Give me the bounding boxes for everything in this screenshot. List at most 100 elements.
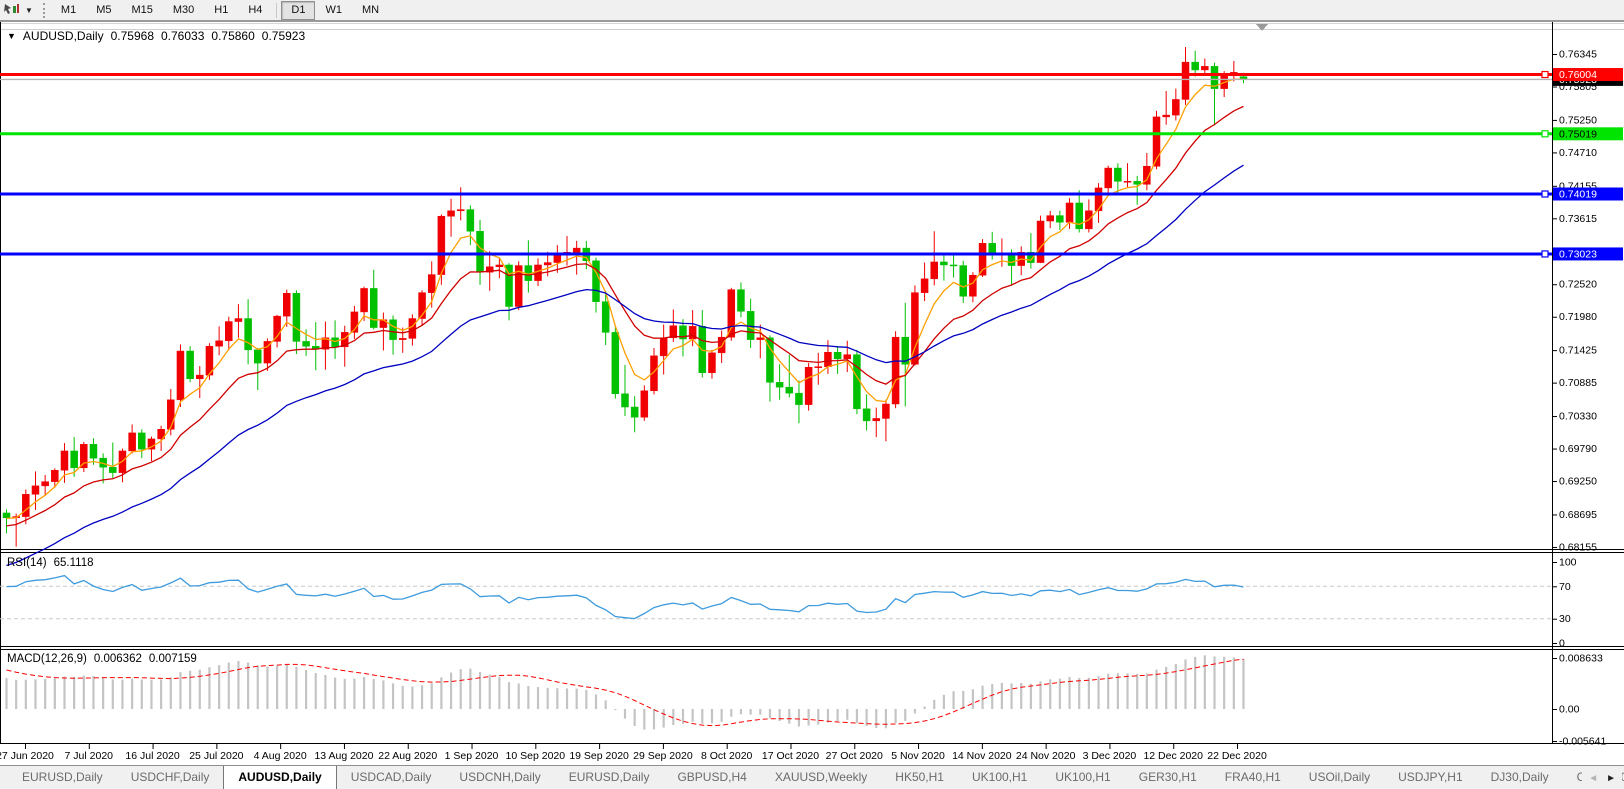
macd-panel[interactable]: 0.008633 0.00 -0.005641 bbox=[5, 653, 1607, 748]
candle bbox=[292, 290, 301, 355]
candle bbox=[756, 324, 765, 359]
chart-tab-audusd-daily[interactable]: AUDUSD,Daily bbox=[223, 766, 337, 789]
chart-tab-uk100-h1[interactable]: UK100,H1 bbox=[971, 770, 1028, 784]
svg-text:0.73615: 0.73615 bbox=[1559, 213, 1597, 225]
candle bbox=[1123, 163, 1132, 188]
macd-indicator-label: MACD(12,26,9) 0.006362 0.007159 bbox=[7, 653, 197, 665]
candle bbox=[70, 437, 78, 477]
candle bbox=[157, 425, 165, 451]
candle bbox=[466, 205, 475, 246]
candle bbox=[737, 282, 745, 318]
candle bbox=[1027, 233, 1035, 269]
timeframe-button-m15[interactable]: M15 bbox=[131, 3, 153, 16]
chart-tab-usoil-daily[interactable]: USOil,Daily bbox=[1308, 770, 1371, 784]
candle bbox=[89, 438, 98, 465]
candle bbox=[1172, 88, 1180, 121]
line-drag-handle[interactable] bbox=[1541, 130, 1549, 138]
chart-tab-usdjpy-h1[interactable]: USDJPY,H1 bbox=[1398, 770, 1463, 784]
chart-tab-gbpusd-h4[interactable]: GBPUSD,H4 bbox=[677, 770, 747, 784]
svg-text:0.75250: 0.75250 bbox=[1559, 114, 1597, 126]
horizontal-line-0.75019[interactable] bbox=[0, 130, 1552, 138]
chart-tab-hk50-h1[interactable]: HK50,H1 bbox=[895, 770, 944, 784]
svg-text:14 Nov 2020: 14 Nov 2020 bbox=[952, 750, 1012, 762]
candle bbox=[775, 364, 784, 400]
chart-tab-usdcnh-daily[interactable]: USDCNH,Daily bbox=[459, 770, 541, 784]
chart-tab-ger30-h1[interactable]: GER30,H1 bbox=[1138, 770, 1197, 784]
candle bbox=[901, 302, 910, 407]
chart-cursor-icon[interactable] bbox=[2, 2, 22, 19]
chart-tab-uk100-h1[interactable]: UK100,H1 bbox=[1055, 770, 1111, 784]
horizontal-line-0.76004[interactable] bbox=[0, 70, 1552, 79]
collapse-triangle-icon[interactable]: ▼ bbox=[7, 31, 16, 41]
candle bbox=[350, 305, 359, 339]
toolbar-drag-grip[interactable] bbox=[42, 2, 45, 18]
line-drag-handle[interactable] bbox=[1541, 70, 1549, 79]
timeframe-button-h4[interactable]: H4 bbox=[248, 3, 263, 16]
candle bbox=[331, 320, 339, 359]
svg-text:27 Oct 2020: 27 Oct 2020 bbox=[826, 750, 883, 762]
chart-tab-eurusd-daily[interactable]: EURUSD,Daily bbox=[22, 770, 103, 784]
timeframe-button-h1[interactable]: H1 bbox=[214, 3, 229, 16]
svg-text:0.71980: 0.71980 bbox=[1559, 311, 1597, 323]
chart-tab-dj30-daily[interactable]: DJ30,Daily bbox=[1490, 770, 1549, 784]
ma-line-ema5 bbox=[6, 78, 1244, 520]
price-axis[interactable]: 0.763450.758050.752500.747100.741550.736… bbox=[1552, 49, 1623, 554]
svg-text:24 Nov 2020: 24 Nov 2020 bbox=[1016, 750, 1076, 762]
timeframe-button-mn[interactable]: MN bbox=[361, 3, 380, 16]
svg-text:-0.005641: -0.005641 bbox=[1559, 736, 1606, 748]
chart-tabs-bar: EURUSD,Daily USDCHF,Daily AUDUSD,Daily USDC… bbox=[0, 765, 1624, 789]
svg-text:29 Sep 2020: 29 Sep 2020 bbox=[633, 750, 693, 762]
price-chart-panel[interactable] bbox=[0, 47, 1552, 567]
svg-text:0.74710: 0.74710 bbox=[1559, 147, 1597, 159]
scroll-tabs-left-icon[interactable]: ◄ bbox=[1588, 772, 1599, 784]
candle bbox=[940, 254, 948, 281]
candle bbox=[804, 363, 813, 411]
timeframe-button-w1[interactable]: W1 bbox=[325, 3, 342, 16]
candle bbox=[215, 326, 223, 356]
ohlc-close: 0.75923 bbox=[261, 29, 306, 43]
candle bbox=[862, 394, 871, 431]
svg-text:30: 30 bbox=[1559, 613, 1571, 625]
candle bbox=[147, 436, 156, 462]
horizontal-line-0.74019[interactable] bbox=[0, 190, 1552, 198]
svg-text:0.68695: 0.68695 bbox=[1559, 509, 1597, 521]
timeframe-button-m5[interactable]: M5 bbox=[96, 3, 112, 16]
candle bbox=[1056, 210, 1064, 231]
chart-tab-usdchf-daily[interactable]: USDCHF,Daily bbox=[130, 770, 210, 784]
chevron-down-icon[interactable]: ▼ bbox=[25, 5, 33, 15]
candle bbox=[447, 198, 455, 237]
chart-tab-eurusd-daily[interactable]: EURUSD,Daily bbox=[568, 770, 650, 784]
chart-tab-xauusd-weekly[interactable]: XAUUSD,Weekly bbox=[774, 770, 868, 784]
tab-scroll-controls: ◄ ► bbox=[1582, 766, 1622, 789]
chart-shift-marker-icon[interactable] bbox=[1256, 24, 1268, 31]
candle bbox=[311, 322, 320, 371]
horizontal-line-0.73023[interactable] bbox=[0, 250, 1552, 258]
candle bbox=[698, 310, 707, 378]
timeframe-button-d1[interactable]: D1 bbox=[281, 0, 316, 20]
macd-signal-value: 0.007159 bbox=[148, 653, 197, 665]
candle bbox=[524, 240, 533, 293]
macd-name: MACD(12,26,9) bbox=[7, 653, 87, 665]
chart-tab-fra40-h1[interactable]: FRA40,H1 bbox=[1224, 770, 1281, 784]
line-drag-handle[interactable] bbox=[1541, 250, 1549, 258]
candle bbox=[1143, 153, 1151, 191]
timeframes-toolbar: ▼ M1 M5 M15 M30 H1 H4 D1 W1 MN bbox=[0, 0, 1624, 21]
svg-text:4 Aug 2020: 4 Aug 2020 bbox=[254, 750, 307, 762]
svg-text:0.69790: 0.69790 bbox=[1559, 443, 1597, 455]
candle bbox=[138, 429, 146, 459]
rsi-panel[interactable]: 100 70 30 0 bbox=[0, 557, 1577, 650]
svg-text:0.72520: 0.72520 bbox=[1559, 279, 1597, 291]
timeframe-button-m1[interactable]: M1 bbox=[60, 3, 77, 16]
timeframe-button-m30[interactable]: M30 bbox=[172, 3, 195, 16]
line-drag-handle[interactable] bbox=[1541, 190, 1549, 198]
svg-text:0.71425: 0.71425 bbox=[1559, 345, 1597, 357]
svg-text:8 Oct 2020: 8 Oct 2020 bbox=[701, 750, 753, 762]
date-axis[interactable]: 27 Jun 2020 7 Jul 2020 16 Jul 2020 25 Jul 2… bbox=[0, 744, 1267, 762]
candle bbox=[727, 287, 736, 341]
candle bbox=[60, 443, 69, 483]
candle bbox=[1036, 215, 1045, 264]
scroll-tabs-right-icon[interactable]: ► bbox=[1606, 772, 1616, 784]
chart-tab-usdcad-daily[interactable]: USDCAD,Daily bbox=[350, 770, 432, 784]
rsi-line bbox=[6, 574, 1244, 620]
